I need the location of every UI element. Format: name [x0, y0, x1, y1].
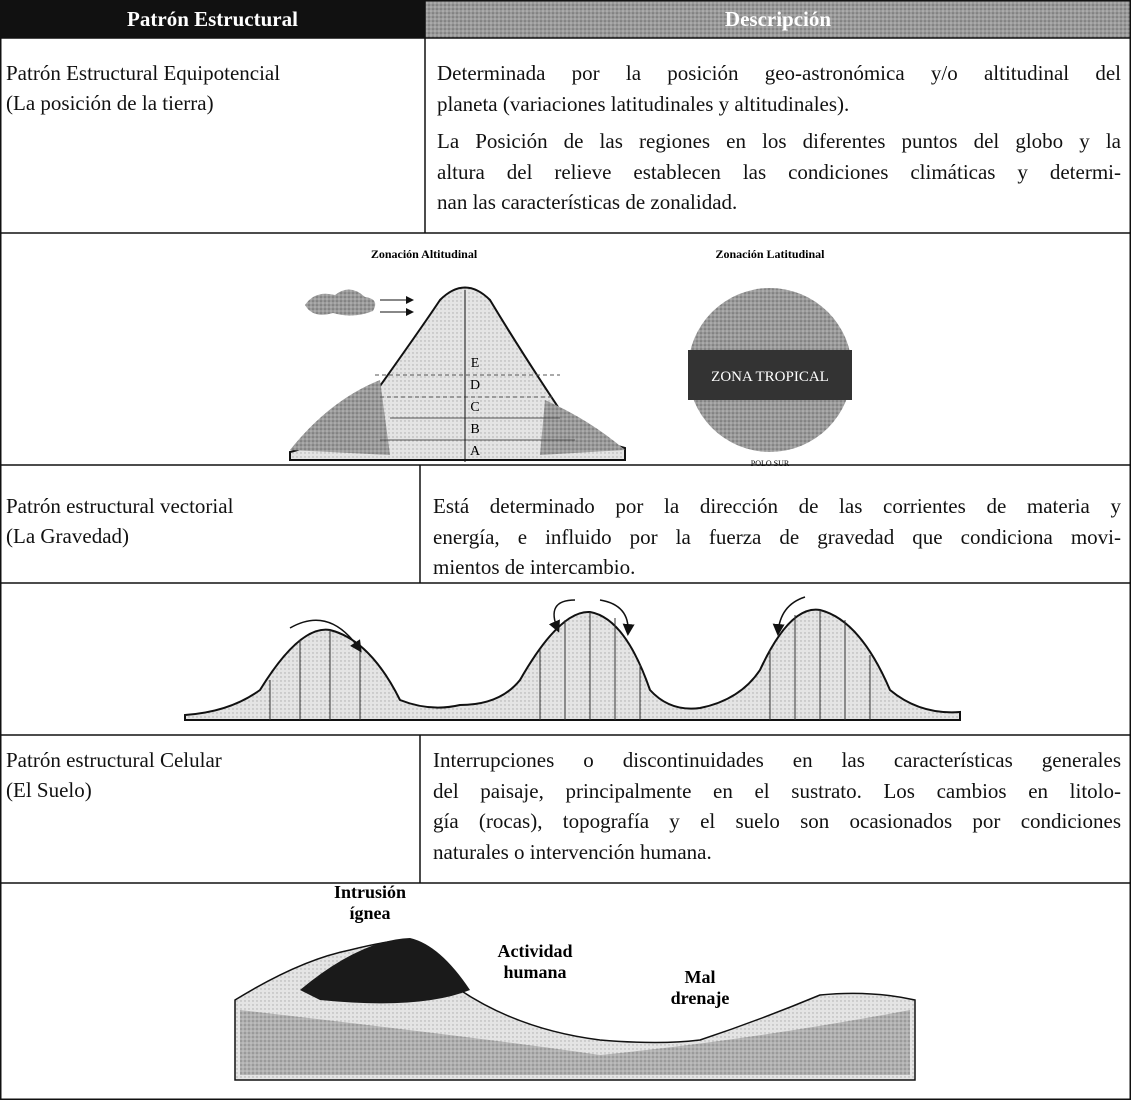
zone-label: C — [470, 400, 479, 415]
description-text: del paisaje, principalmente en el sustra… — [433, 776, 1121, 806]
page: Zonación Altitudinal Zonación Latitudinal… — [0, 0, 1131, 1100]
pattern-text: (La Gravedad) — [6, 521, 129, 551]
zone-label: E — [471, 356, 480, 371]
figure-label: Actividad — [497, 941, 572, 961]
description-text: nan las características de zonalidad. — [437, 187, 1121, 217]
description-text: planeta (variaciones latitudinales y alt… — [437, 89, 1121, 119]
description-text: energía, e influido por la fuerza de gra… — [433, 522, 1121, 552]
figure-label: POLO SUR — [751, 459, 790, 468]
description-text: naturales o intervención humana. — [433, 837, 1121, 867]
landscape-figure — [235, 938, 915, 1080]
description-text: Interrupciones o discontinuidades en las… — [433, 745, 1121, 775]
figure-label: ígnea — [349, 903, 390, 923]
zone-label: D — [470, 378, 480, 393]
pattern-text: Patrón estructural Celular — [6, 745, 222, 775]
figure-label: Zonación Latitudinal — [715, 247, 825, 261]
figure-label: Mal — [685, 967, 716, 987]
description-text: mientos de intercambio. — [433, 552, 1121, 582]
figure-label: ZONA TROPICAL — [711, 369, 829, 385]
description-text: Determinada por la posición geo-astronóm… — [437, 58, 1121, 88]
header-cell: Patrón Estructural — [0, 0, 425, 38]
description-text: altura del relieve establecen las condic… — [437, 157, 1121, 187]
mountain-figure — [290, 288, 625, 463]
figure-label: humana — [503, 962, 566, 982]
pattern-text: (La posición de la tierra) — [6, 88, 214, 118]
figure-label: Zonación Altitudinal — [371, 247, 478, 261]
pattern-text: Patrón Estructural Equipotencial — [6, 58, 280, 88]
description-text: Está determinado por la dirección de las… — [433, 491, 1121, 521]
header-cell: Descripción — [425, 0, 1131, 38]
hills-figure — [185, 597, 960, 720]
description-text: gía (rocas), topografía y el suelo son o… — [433, 806, 1121, 836]
pattern-text: (El Suelo) — [6, 775, 92, 805]
figure-label: drenaje — [671, 988, 730, 1008]
zone-label: A — [470, 444, 481, 459]
description-text: La Posición de las regiones en los difer… — [437, 126, 1121, 156]
pattern-text: Patrón estructural vectorial — [6, 491, 233, 521]
zone-label: B — [470, 422, 479, 437]
figure-label: POLO NORTE — [745, 280, 794, 289]
figure-label: Intrusión — [334, 882, 406, 902]
